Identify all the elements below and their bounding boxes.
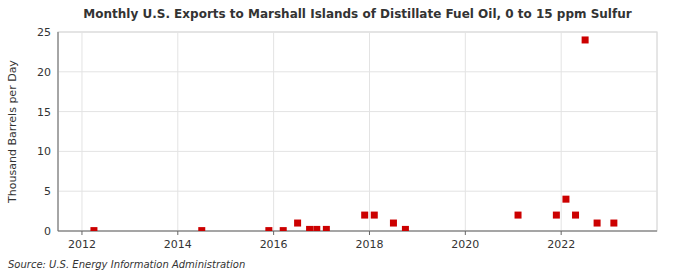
x-grid-line <box>273 32 274 231</box>
axes: 0 5 10 15 20 25 2012 2014 2016 2018 2020 2022 <box>37 26 657 251</box>
x-tick <box>177 231 178 235</box>
point <box>306 226 313 231</box>
point <box>198 227 205 231</box>
plot-area <box>58 32 657 231</box>
x-grid-line <box>81 32 82 231</box>
point <box>294 220 301 227</box>
chart: 0 5 10 15 20 25 2012 2014 2016 2018 2020 2022 Monthl… <box>0 0 675 275</box>
y-grid-line <box>58 111 657 112</box>
title: Monthly U.S. Exports to Marshall Islands… <box>83 7 631 21</box>
point <box>610 220 617 227</box>
point <box>582 36 589 43</box>
x-tick <box>561 231 562 235</box>
y-tick-label: 10 <box>37 145 51 158</box>
y-grid-line <box>58 191 657 192</box>
y-tick-label: 15 <box>37 106 51 119</box>
x-tick <box>369 231 370 235</box>
x-tick-label: 2022 <box>547 238 575 251</box>
y-tick-label: 20 <box>37 66 51 79</box>
x-tick <box>273 231 274 235</box>
points <box>90 36 617 231</box>
x-tick-label: 2014 <box>164 238 192 251</box>
x-tick <box>81 231 82 235</box>
point <box>553 212 560 219</box>
y-grid-line <box>58 32 657 33</box>
point <box>402 226 409 231</box>
x-axis-line <box>58 231 657 232</box>
point <box>572 212 579 219</box>
y-axis-label: Thousand Barrels per Day <box>6 60 19 204</box>
point <box>562 196 569 203</box>
x-grid-line <box>465 32 466 231</box>
point <box>515 212 522 219</box>
y-grid-line <box>58 231 657 232</box>
y-tick-label: 25 <box>37 26 51 39</box>
x-tick-label: 2012 <box>68 238 96 251</box>
x-tick <box>465 231 466 235</box>
y-grid-line <box>58 71 657 72</box>
point <box>323 226 330 231</box>
x-grid-line <box>561 32 562 231</box>
point <box>390 220 397 227</box>
y-tick-label: 0 <box>44 225 51 238</box>
point <box>371 212 378 219</box>
y-axis-line <box>58 32 59 231</box>
point <box>594 220 601 227</box>
x-tick-label: 2020 <box>451 238 479 251</box>
x-tick-label: 2018 <box>355 238 383 251</box>
x-tick-label: 2016 <box>260 238 288 251</box>
point <box>313 226 320 231</box>
point <box>90 227 97 231</box>
x-grid-line <box>369 32 370 231</box>
source: Source: U.S. Energy Information Administ… <box>8 259 245 270</box>
x-grid-line <box>177 32 178 231</box>
point <box>280 227 287 231</box>
y-tick-label: 5 <box>44 185 51 198</box>
y-grid-line <box>58 151 657 152</box>
point <box>265 227 272 231</box>
point <box>361 212 368 219</box>
grid <box>58 32 657 231</box>
